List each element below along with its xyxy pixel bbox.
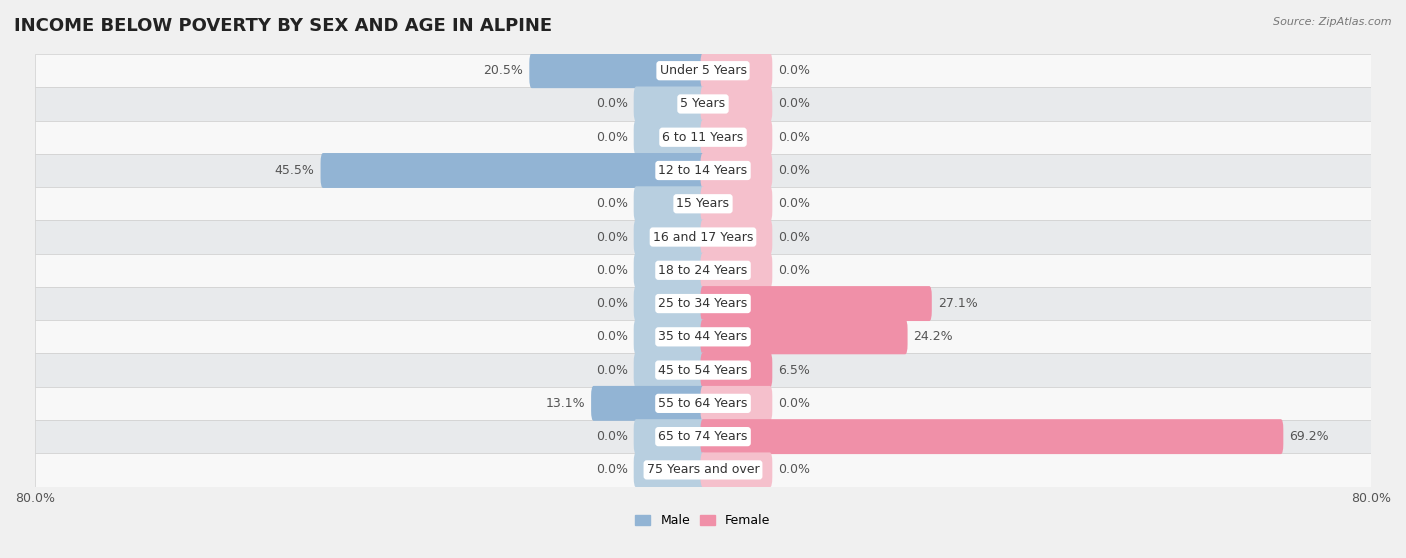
Text: 0.0%: 0.0% [778,230,810,243]
FancyBboxPatch shape [634,286,706,321]
Text: 18 to 24 Years: 18 to 24 Years [658,264,748,277]
Bar [35,54,1371,87]
Text: 45.5%: 45.5% [274,164,315,177]
Text: 0.0%: 0.0% [596,364,628,377]
FancyBboxPatch shape [700,386,772,421]
Text: 16 and 17 Years: 16 and 17 Years [652,230,754,243]
Text: 0.0%: 0.0% [596,430,628,443]
Bar [35,287,1371,320]
FancyBboxPatch shape [700,186,772,221]
Text: 45 to 54 Years: 45 to 54 Years [658,364,748,377]
FancyBboxPatch shape [634,319,706,354]
FancyBboxPatch shape [634,353,706,388]
FancyBboxPatch shape [700,286,932,321]
FancyBboxPatch shape [529,53,706,88]
Text: 0.0%: 0.0% [596,131,628,144]
Text: 25 to 34 Years: 25 to 34 Years [658,297,748,310]
FancyBboxPatch shape [700,453,772,487]
Text: 35 to 44 Years: 35 to 44 Years [658,330,748,343]
Text: 0.0%: 0.0% [596,198,628,210]
Text: 6.5%: 6.5% [778,364,810,377]
Bar [35,87,1371,121]
FancyBboxPatch shape [591,386,706,421]
Text: 0.0%: 0.0% [778,198,810,210]
FancyBboxPatch shape [700,53,772,88]
Bar [35,320,1371,353]
Text: Under 5 Years: Under 5 Years [659,64,747,77]
FancyBboxPatch shape [700,253,772,288]
FancyBboxPatch shape [634,120,706,155]
Text: 0.0%: 0.0% [596,297,628,310]
Text: 6 to 11 Years: 6 to 11 Years [662,131,744,144]
Legend: Male, Female: Male, Female [630,509,776,532]
FancyBboxPatch shape [321,153,706,188]
Bar [35,154,1371,187]
Text: 0.0%: 0.0% [596,463,628,477]
Bar [35,453,1371,487]
Bar [35,387,1371,420]
FancyBboxPatch shape [634,419,706,454]
FancyBboxPatch shape [634,453,706,487]
FancyBboxPatch shape [700,319,908,354]
Text: 24.2%: 24.2% [914,330,953,343]
Bar [35,254,1371,287]
Text: 0.0%: 0.0% [778,264,810,277]
Text: 55 to 64 Years: 55 to 64 Years [658,397,748,410]
Text: 0.0%: 0.0% [778,397,810,410]
Text: 0.0%: 0.0% [778,131,810,144]
Text: 0.0%: 0.0% [596,330,628,343]
Text: 20.5%: 20.5% [484,64,523,77]
FancyBboxPatch shape [634,219,706,254]
Text: 65 to 74 Years: 65 to 74 Years [658,430,748,443]
Text: 0.0%: 0.0% [778,164,810,177]
Text: 0.0%: 0.0% [778,64,810,77]
Text: Source: ZipAtlas.com: Source: ZipAtlas.com [1274,17,1392,27]
Text: 5 Years: 5 Years [681,98,725,110]
Bar [35,353,1371,387]
Text: 0.0%: 0.0% [596,98,628,110]
Text: 69.2%: 69.2% [1289,430,1329,443]
Text: 0.0%: 0.0% [596,230,628,243]
Text: INCOME BELOW POVERTY BY SEX AND AGE IN ALPINE: INCOME BELOW POVERTY BY SEX AND AGE IN A… [14,17,553,35]
Bar [35,420,1371,453]
Text: 12 to 14 Years: 12 to 14 Years [658,164,748,177]
FancyBboxPatch shape [634,186,706,221]
Bar [35,121,1371,154]
Text: 75 Years and over: 75 Years and over [647,463,759,477]
FancyBboxPatch shape [700,86,772,122]
FancyBboxPatch shape [700,120,772,155]
Bar [35,187,1371,220]
Text: 13.1%: 13.1% [546,397,585,410]
Text: 15 Years: 15 Years [676,198,730,210]
FancyBboxPatch shape [700,153,772,188]
FancyBboxPatch shape [700,353,772,388]
Bar [35,220,1371,254]
FancyBboxPatch shape [634,253,706,288]
Text: 27.1%: 27.1% [938,297,977,310]
FancyBboxPatch shape [700,219,772,254]
Text: 0.0%: 0.0% [778,98,810,110]
Text: 0.0%: 0.0% [778,463,810,477]
Text: 0.0%: 0.0% [596,264,628,277]
FancyBboxPatch shape [634,86,706,122]
FancyBboxPatch shape [700,419,1284,454]
